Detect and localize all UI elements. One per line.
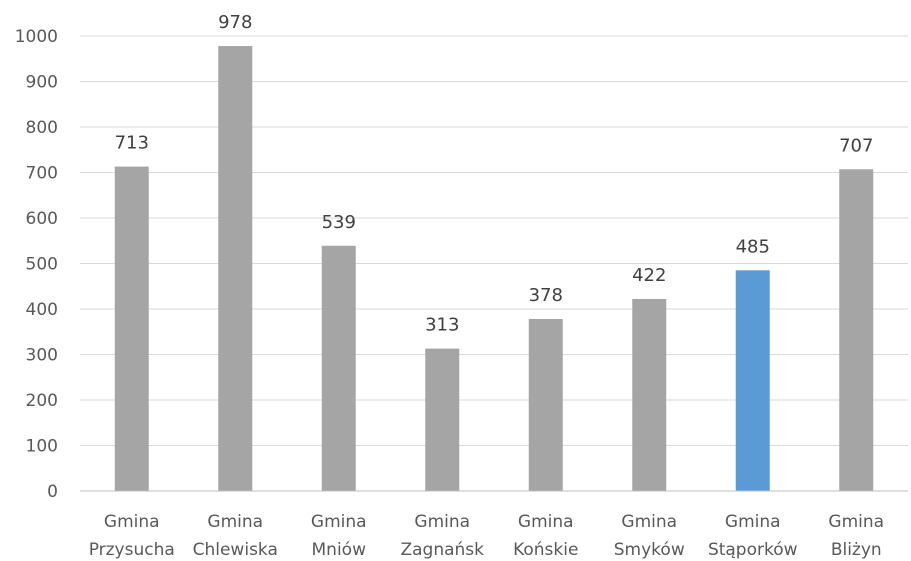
x-tick-label: Gmina [518,512,574,532]
y-tick-label: 1000 [15,27,58,47]
x-tick-label: Gmina [104,512,160,532]
x-tick-label: Końskie [513,540,578,560]
y-axis-tick-labels: 0 100 200 300 400 500 600 700 800 900 1000 [15,27,58,502]
y-tick-label: 0 [47,482,58,502]
bar [425,348,460,491]
data-label: 378 [529,285,563,306]
bars [114,46,874,491]
x-tick-label: Bliżyn [831,540,882,560]
y-tick-label: 700 [26,164,58,184]
y-tick-label: 800 [26,118,58,138]
x-tick-label: Stąporków [708,540,798,560]
data-label: 485 [736,236,770,257]
x-tick-label: Smyków [614,540,685,560]
x-tick-label: Chlewiska [193,540,278,560]
x-tick-label: Przysucha [89,540,175,560]
bar [321,245,356,491]
y-tick-label: 500 [26,255,58,275]
y-tick-label: 400 [26,300,58,320]
y-tick-label: 200 [26,391,58,411]
gridlines [80,35,908,446]
data-label: 978 [218,12,252,33]
x-tick-label: Gmina [828,512,884,532]
x-axis-tick-labels: Gmina Przysucha Gmina Chlewiska Gmina Mniów Gm… [89,512,884,560]
x-tick-label: Gmina [414,512,470,532]
y-tick-label: 300 [26,346,58,366]
x-tick-label: Gmina [311,512,367,532]
y-tick-label: 900 [26,73,58,93]
y-tick-label: 600 [26,209,58,229]
x-tick-label: Gmina [207,512,263,532]
data-labels: 713 978 539 313 378 422 485 707 [115,12,874,336]
bar [632,298,667,491]
data-label: 707 [839,135,873,156]
x-tick-label: Gmina [621,512,677,532]
data-label: 539 [322,212,356,233]
y-tick-label: 100 [26,437,58,457]
bar [528,319,563,491]
data-label: 713 [115,133,149,154]
data-label: 313 [425,315,459,336]
bar [114,166,149,491]
x-tick-label: Mniów [312,540,367,560]
bar [839,169,874,491]
x-tick-label: Zagnańsk [400,540,484,560]
x-tick-label: Gmina [725,512,781,532]
bar [218,46,253,491]
data-label: 422 [632,265,666,286]
bar [735,270,770,491]
